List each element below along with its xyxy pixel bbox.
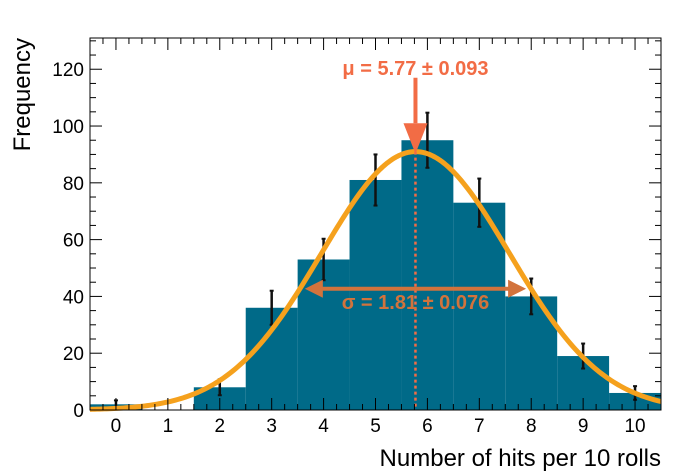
sigma-symbol: σ <box>342 292 356 314</box>
sigma-annotation: σ = 1.81 ± 0.076 <box>342 292 490 314</box>
x-axis-title: Number of hits per 10 rolls <box>380 445 661 472</box>
x-tick-label: 3 <box>266 416 277 437</box>
mean-annotation: μ = 5.77 ± 0.093 <box>342 58 488 80</box>
y-tick-label: 40 <box>63 287 84 308</box>
histogram-bar <box>297 259 350 410</box>
y-tick-label: 60 <box>63 231 84 252</box>
y-tick-label: 20 <box>63 344 84 365</box>
gaussian-fit-curve <box>89 149 662 412</box>
mean-value: = 5.77 ± 0.093 <box>355 58 489 80</box>
x-tick-label: 0 <box>111 416 122 437</box>
y-tick-label: 100 <box>52 117 84 138</box>
x-tick-label: 6 <box>422 416 433 437</box>
mean-arrow-head <box>403 123 428 154</box>
annotations: μ = 5.77 ± 0.093 σ = 1.81 ± 0.076 <box>342 58 490 314</box>
histogram-bar <box>349 179 402 410</box>
histogram-bar <box>453 202 506 410</box>
y-tick-label: 120 <box>52 60 84 81</box>
x-tick-label: 1 <box>163 416 174 437</box>
x-tick-label: 10 <box>624 416 645 437</box>
sigma-value: = 1.81 ± 0.076 <box>355 292 489 314</box>
sigma-arrow-head-left <box>304 279 323 298</box>
x-tick-label: 9 <box>578 416 589 437</box>
y-tick-label: 80 <box>63 174 84 195</box>
sigma-arrow-head-right <box>508 279 527 298</box>
x-tick-label: 7 <box>474 416 485 437</box>
y-tick-label: 0 <box>73 401 84 422</box>
x-tick-label: 2 <box>214 416 225 437</box>
histogram-bar <box>401 140 454 410</box>
mean-symbol: μ <box>342 58 354 80</box>
x-tick-label: 5 <box>370 416 381 437</box>
bars <box>90 140 661 410</box>
fit-curve-layer <box>89 77 662 412</box>
y-axis-title: Frequency <box>9 38 36 151</box>
x-tick-label: 8 <box>526 416 537 437</box>
x-tick-label: 4 <box>318 416 329 437</box>
